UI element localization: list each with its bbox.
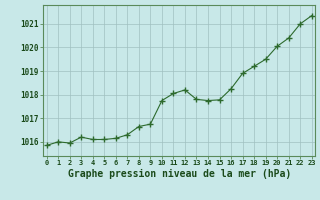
X-axis label: Graphe pression niveau de la mer (hPa): Graphe pression niveau de la mer (hPa) <box>68 169 291 179</box>
